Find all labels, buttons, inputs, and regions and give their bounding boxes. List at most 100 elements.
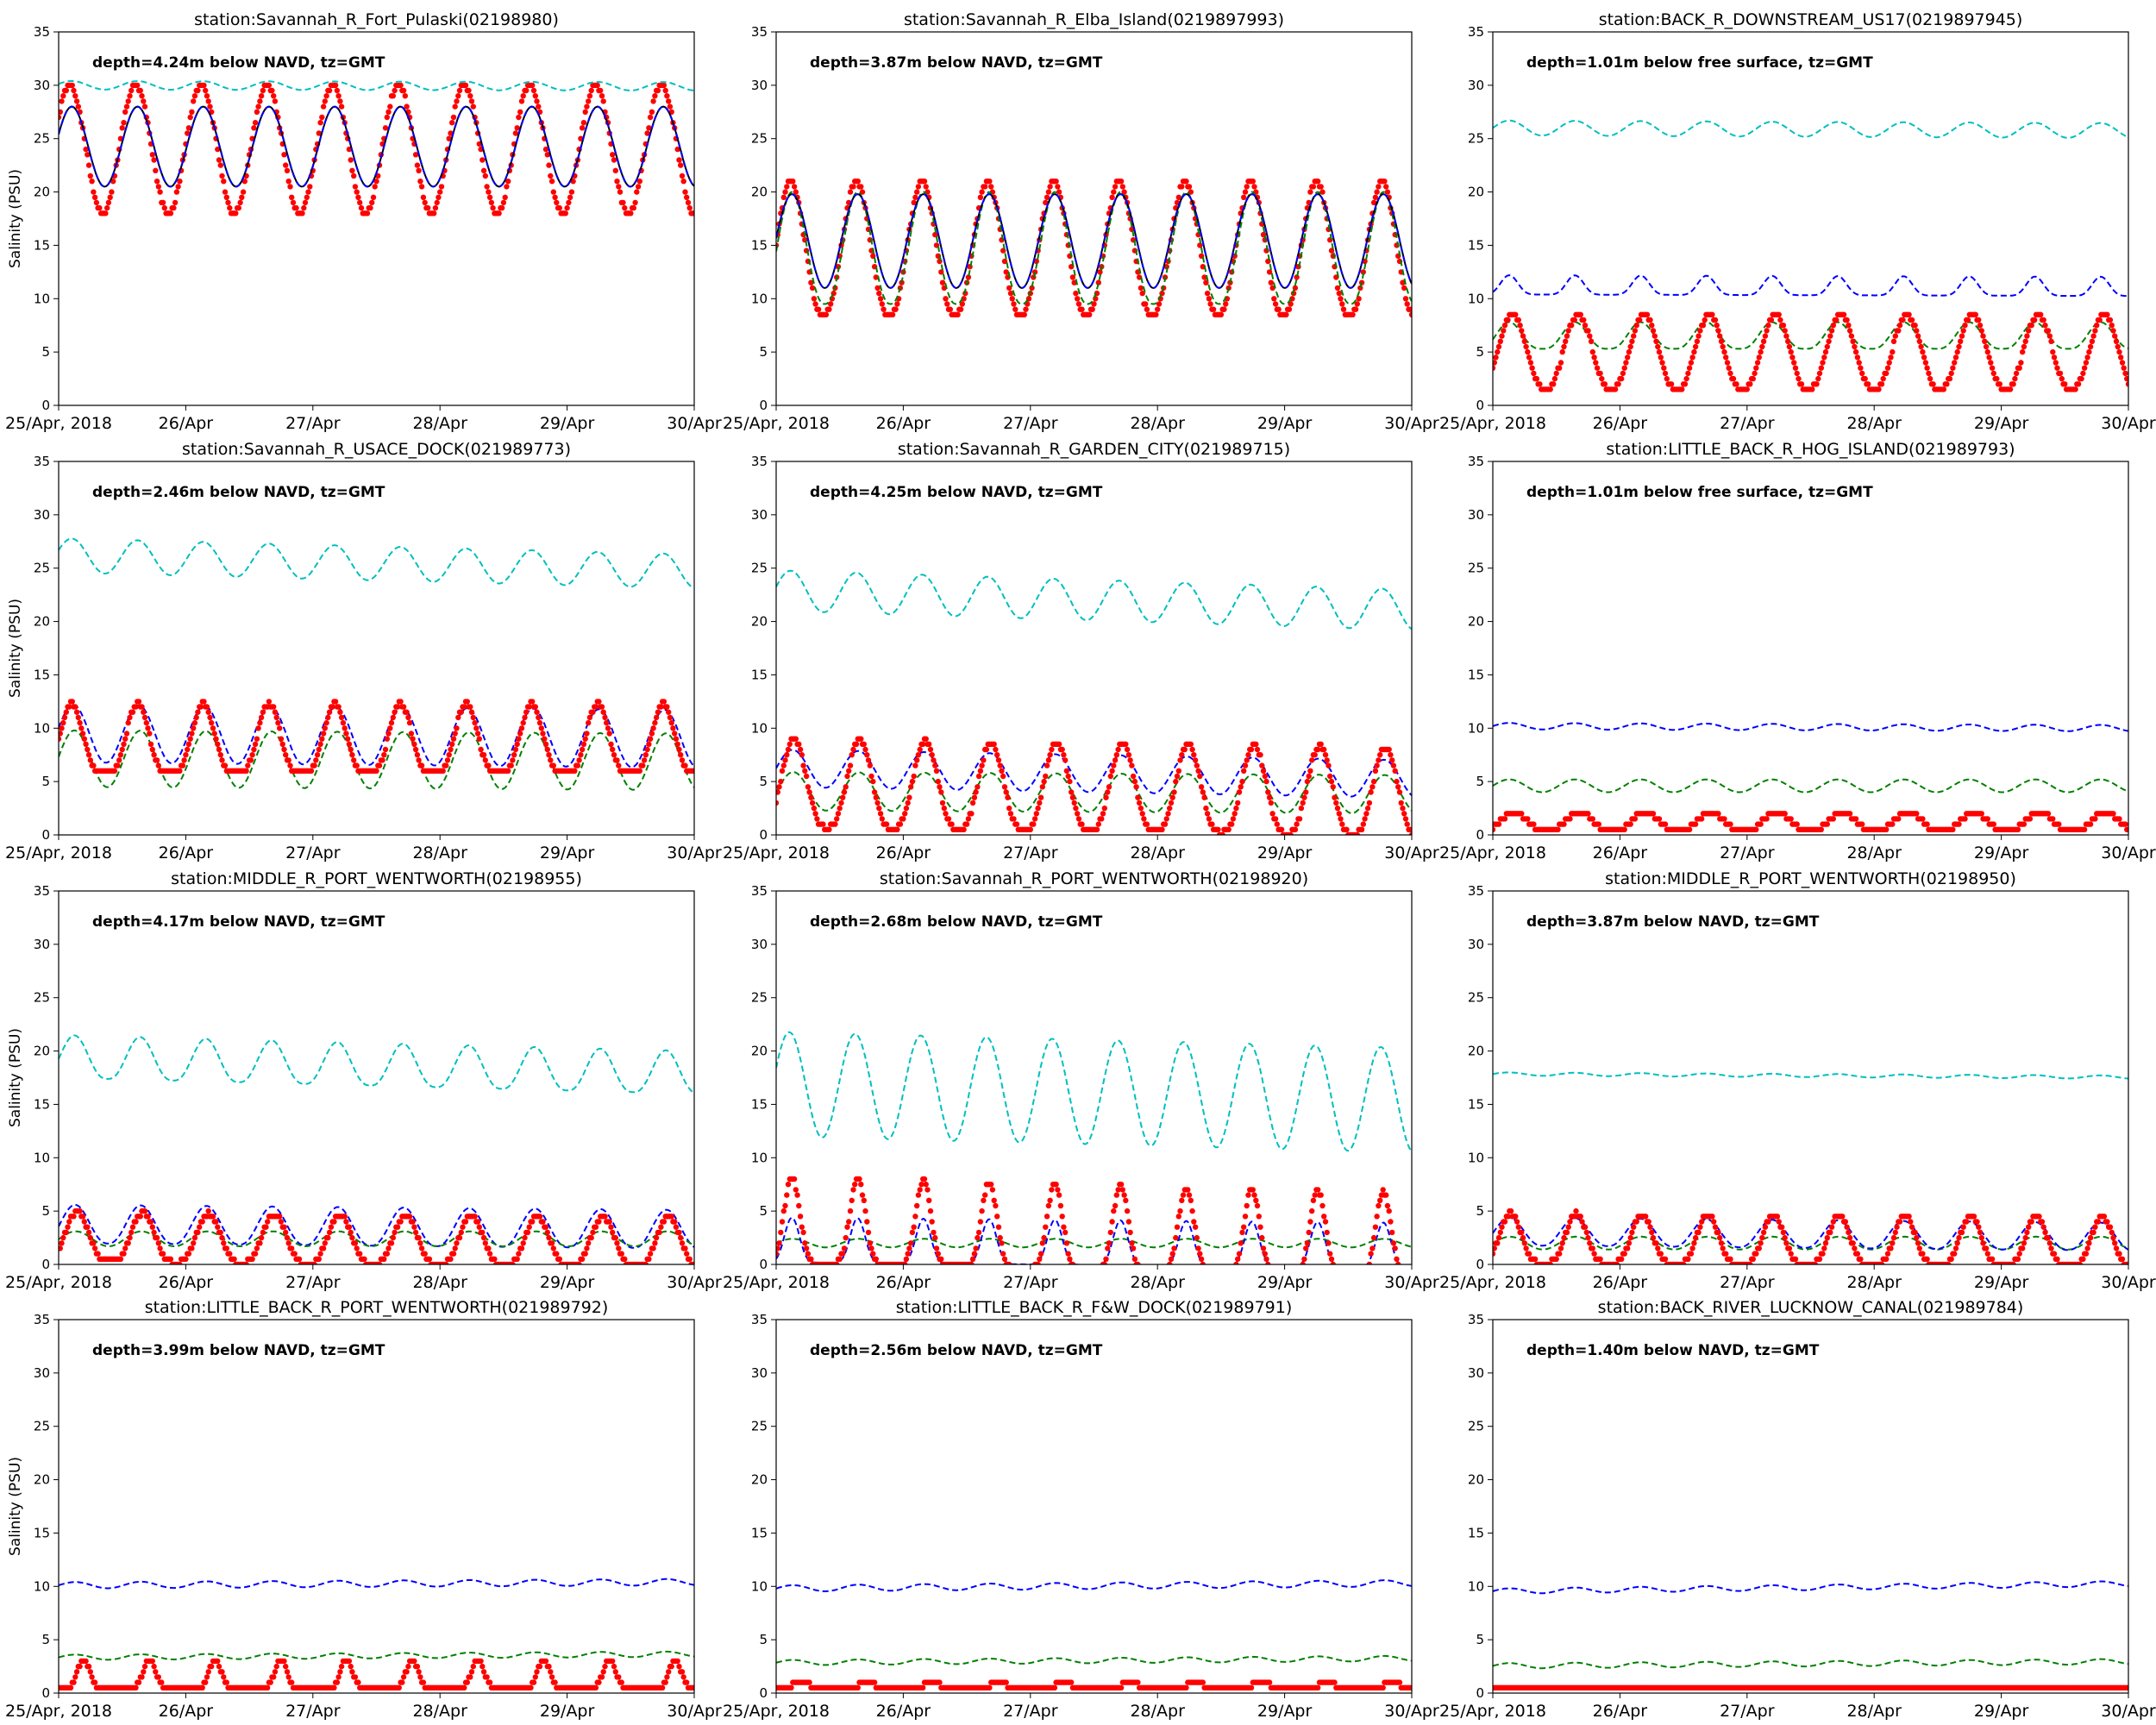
obs-point — [1852, 343, 1858, 350]
obs-point — [1783, 333, 1789, 339]
obs-point — [659, 1684, 666, 1691]
obs-point — [1747, 381, 1753, 387]
obs-point — [1069, 1679, 1075, 1685]
obs-point — [215, 1658, 221, 1665]
obs-point — [1776, 311, 1782, 317]
obs-point — [1321, 746, 1327, 753]
obs-point — [197, 1224, 203, 1230]
obs-point — [941, 805, 948, 812]
obs-point — [455, 714, 461, 721]
obs-point — [1167, 1261, 1173, 1264]
x-tick-label: 25/Apr, 2018 — [723, 414, 830, 433]
obs-point — [1366, 1261, 1373, 1264]
obs-point — [381, 752, 387, 758]
obs-point — [311, 762, 317, 768]
obs-point — [1814, 381, 1820, 387]
obs-point — [1220, 1272, 1225, 1277]
obs-point — [1043, 199, 1049, 206]
obs-point — [912, 1214, 918, 1220]
obs-point — [486, 1251, 493, 1257]
obs-point — [861, 741, 867, 747]
obs-point — [1389, 1229, 1395, 1236]
depth-annotation: depth=3.87m below NAVD, tz=GMT — [1526, 913, 1820, 931]
obs-point — [1043, 773, 1049, 780]
obs-point — [932, 1234, 938, 1241]
obs-point — [2032, 317, 2038, 323]
y-tick-label: 15 — [751, 667, 768, 682]
obs-point — [211, 731, 217, 737]
obs-point — [1392, 768, 1398, 774]
obs-point — [1149, 1267, 1154, 1272]
obs-point — [240, 189, 247, 195]
obs-point — [1075, 296, 1081, 302]
obs-point — [599, 704, 605, 710]
obs-point — [935, 778, 942, 785]
obs-point — [620, 199, 626, 206]
obs-point — [779, 1219, 786, 1225]
obs-point — [1000, 1251, 1006, 1257]
obs-point — [237, 199, 243, 206]
obs-point — [1078, 1267, 1083, 1272]
series-run_green — [1493, 778, 2128, 794]
obs-point — [542, 736, 548, 742]
obs-point — [1333, 800, 1339, 806]
obs-point — [1908, 1219, 1914, 1225]
y-tick-label: 15 — [1468, 237, 1484, 253]
obs-point — [1697, 1224, 1703, 1230]
y-tick-label: 15 — [751, 1096, 768, 1112]
y-tick-label: 0 — [1476, 827, 1484, 843]
obs-point — [1858, 1256, 1864, 1263]
obs-point — [505, 768, 511, 774]
obs-point — [1275, 306, 1282, 312]
obs-point — [277, 725, 283, 731]
obs-point — [468, 98, 475, 104]
obs-point — [1888, 1245, 1894, 1251]
obs-point — [1352, 306, 1359, 312]
obs-point — [1106, 784, 1112, 790]
obs-point — [478, 746, 484, 753]
y-tick-label: 25 — [1468, 131, 1484, 147]
obs-point — [1890, 1234, 1897, 1241]
obs-point — [417, 1240, 423, 1246]
obs-point — [59, 1245, 63, 1251]
obs-point — [281, 1658, 287, 1665]
obs-point — [640, 762, 646, 768]
obs-point — [217, 1229, 223, 1236]
obs-point — [1583, 1229, 1590, 1236]
obs-point — [217, 162, 223, 168]
obs-point — [1744, 386, 1751, 392]
obs-point — [1241, 194, 1247, 200]
y-tick-label: 35 — [34, 883, 50, 899]
obs-point — [480, 167, 487, 173]
obs-point — [73, 709, 80, 715]
obs-point — [1820, 1251, 1826, 1257]
obs-point — [448, 746, 454, 753]
obs-point — [317, 120, 323, 126]
obs-point — [912, 194, 918, 200]
y-tick-label: 30 — [1468, 78, 1484, 93]
obs-point — [1242, 1214, 1249, 1220]
obs-point — [398, 1219, 404, 1225]
obs-point — [800, 1229, 806, 1236]
obs-point — [785, 746, 792, 753]
obs-point — [1884, 365, 1891, 371]
obs-point — [411, 1658, 417, 1665]
obs-point — [352, 1240, 359, 1246]
obs-point — [1886, 360, 1892, 366]
obs-point — [1980, 1240, 1986, 1246]
obs-point — [351, 757, 357, 763]
obs-point — [139, 704, 145, 710]
x-tick-label: 28/Apr — [412, 1702, 467, 1721]
obs-point — [580, 741, 587, 747]
obs-point — [616, 1245, 622, 1251]
obs-point — [1357, 285, 1363, 292]
obs-point — [793, 1187, 799, 1193]
obs-point — [776, 1240, 782, 1246]
y-tick-label: 10 — [751, 291, 768, 306]
obs-point — [1619, 1256, 1625, 1263]
obs-point — [1131, 1256, 1138, 1263]
y-tick-label: 20 — [1468, 614, 1484, 630]
obs-point — [119, 125, 125, 131]
obs-point — [458, 709, 464, 715]
obs-point — [231, 1256, 237, 1263]
